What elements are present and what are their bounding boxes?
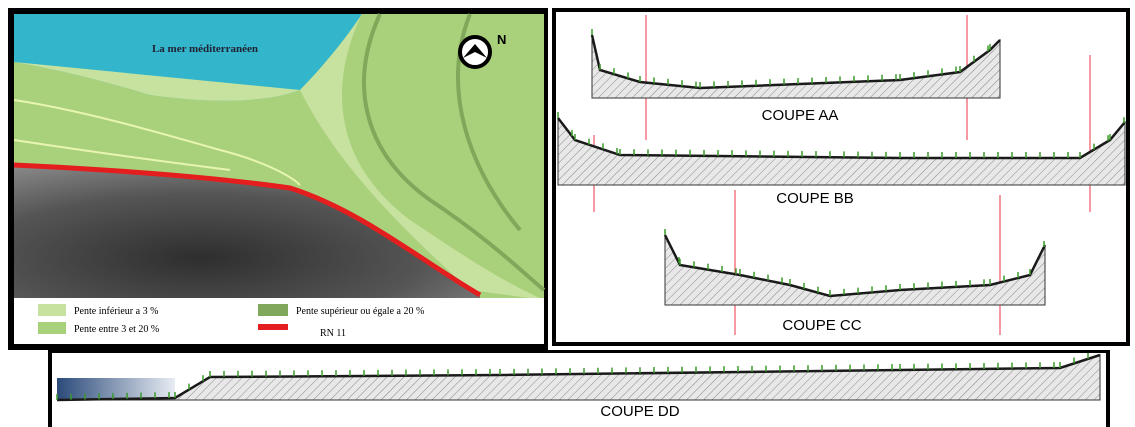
section-label: COUPE DD bbox=[600, 403, 679, 420]
legend-label: RN 11 bbox=[320, 328, 346, 339]
north-label: N bbox=[497, 32, 506, 47]
section-label: COUPE CC bbox=[782, 317, 861, 334]
section-label: COUPE BB bbox=[776, 190, 854, 207]
section-label: COUPE AA bbox=[762, 107, 839, 124]
figure: La mer méditerranéen N Pente inférieur a… bbox=[0, 0, 1135, 427]
legend-label: Pente supérieur ou égale a 20 % bbox=[296, 306, 424, 317]
page: {"map": {"sea_label": "La mer méditerran… bbox=[0, 0, 1135, 427]
legend-label: Pente inférieur a 3 % bbox=[74, 306, 158, 317]
map-panel: La mer méditerranéen N Pente inférieur a… bbox=[8, 8, 548, 350]
legend-label: Pente entre 3 et 20 % bbox=[74, 324, 159, 335]
sea-label: La mer méditerranéen bbox=[152, 43, 258, 55]
